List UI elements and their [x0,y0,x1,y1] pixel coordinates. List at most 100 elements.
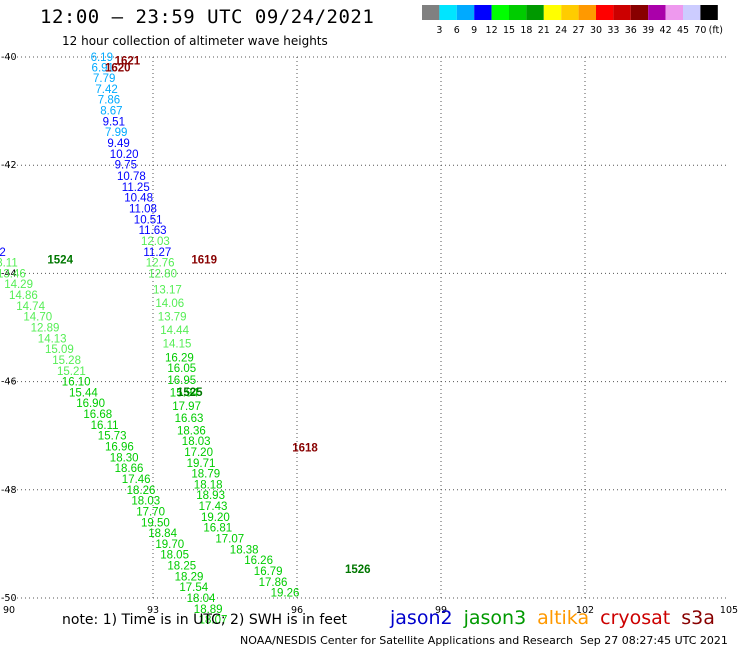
wave-height-value: 15.21 [57,366,86,378]
wave-height-value: 18.26 [127,485,156,497]
scale-unit: (ft) [709,25,723,36]
scale-swatch [422,5,440,20]
y-tick-label: -40 [1,52,17,63]
satellite-legend: jason2 jason3 altika cryosat s3a [390,607,726,629]
scale-swatch [683,5,701,20]
wave-height-value: 18.03 [182,436,211,448]
satellite-legend-item: jason2 [390,607,453,629]
page-title: 12:00 – 23:59 UTC 09/24/2021 [40,6,375,28]
generated-timestamp: Sep 27 08:27:45 UTC 2021 [580,634,728,647]
wave-height-value: 17.46 [122,474,151,486]
wave-height-value: 9.75 [115,160,137,172]
wave-height-value: 18.29 [175,571,204,583]
scale-swatch [456,5,475,20]
wave-height-value: 15.94 [170,387,199,399]
track-label: 1619 [191,254,217,266]
wave-height-value: 17.70 [136,506,165,518]
wave-height-value: 14.70 [23,312,52,324]
wave-height-value: 19.71 [187,458,216,470]
wave-height-value: 17.97 [172,401,201,413]
wave-height-value: 19.20 [201,512,230,524]
wave-height-value: 8.67 [100,106,122,118]
wave-height-value: 11.25 [122,182,150,194]
wave-height-value: 13.11 [0,258,18,270]
track-label: 1618 [292,443,318,455]
scale-label: 15 [503,25,515,36]
scale-label: 18 [520,25,532,36]
x-tick-label: 90 [3,605,15,616]
scale-label: 39 [642,25,654,36]
x-tick-label: 105 [720,605,738,616]
wave-height-value: 18.66 [115,463,144,475]
wave-height-value: 18.84 [148,528,177,540]
wave-height-value: 7.79 [93,73,115,85]
wave-height-value: 13.46 [0,268,26,280]
wave-height-value: 14.13 [38,333,67,345]
wave-height-value: 18.03 [131,496,160,508]
scale-label: 21 [538,25,550,36]
y-tick-label: -50 [1,593,17,604]
satellite-legend-item: jason3 [463,607,527,629]
wave-height-value: 19.50 [141,517,170,529]
wave-height-value: 18.38 [230,544,259,556]
wave-height-value: 19.26 [271,588,300,600]
wave-height-value: 16.81 [203,523,232,535]
scale-swatch [561,5,579,20]
scale-swatch [509,5,527,20]
scale-swatch [613,5,631,20]
scale-label: 27 [573,25,585,36]
wave-height-value: 17.07 [215,533,244,545]
wave-height-value: 18.36 [177,425,206,437]
track-label: 1621 [115,56,141,68]
track-label: 1620 [105,63,131,75]
scale-swatch [491,5,509,20]
scale-label: 45 [677,25,689,36]
scale-label: 24 [555,25,567,36]
wave-height-value: 18.05 [160,550,189,562]
scale-label: 6 [454,25,460,36]
wave-height-value: 14.74 [16,301,45,313]
wave-height-value: 7.86 [98,95,120,107]
wave-height-value: 18.30 [110,452,139,464]
wave-height-value: 14.15 [163,339,192,351]
wave-height-value: 15.28 [52,355,81,367]
wave-height-value: 12.76 [146,258,175,270]
wave-height-value: 18.18 [194,479,223,491]
units-note: note: 1) Time is in UTC; 2) SWH is in fe… [62,612,348,628]
wave-height-value: 17.20 [184,447,213,459]
wave-height-value: 7.42 [95,84,117,96]
scale-label: 30 [590,25,602,36]
wave-height-value: 16.68 [83,409,112,421]
wave-height-value: 13.79 [158,312,187,324]
satellite-legend-item: cryosat [600,607,671,629]
wave-height-value: 10.78 [117,171,146,183]
wave-height-value: 12.80 [148,268,177,280]
x-tick-label: 102 [576,605,594,616]
wave-height-value: 9.49 [107,138,129,150]
wave-height-value: 11.63 [139,225,167,237]
wave-height-value: 10.51 [134,214,163,226]
wave-height-value: 9.51 [103,116,125,128]
track-label: 1526 [345,564,371,576]
wave-height-value: 16.90 [76,398,105,410]
scale-label: 42 [660,25,672,36]
scale-label: 9 [471,25,477,36]
y-tick-label: -42 [1,160,17,171]
scale-label: 33 [607,25,619,36]
wave-height-value: 11.27 [143,247,171,259]
scale-swatch [596,5,614,20]
page-subtitle: 12 hour collection of altimeter wave hei… [62,34,328,48]
wave-height-value: 15.09 [45,344,74,356]
wave-height-value: 19.70 [155,539,184,551]
wave-height-value: 16.96 [105,442,134,454]
scale-label: 36 [625,25,637,36]
wave-height-value: 6.19 [91,52,113,64]
wave-height-value: 15.44 [69,387,98,399]
wave-height-value: 18.07 [199,615,228,627]
wave-height-value: 16.26 [244,555,273,567]
color-scale-legend: 3 6 9 12 15 18 21 24 27 30 33 36 39 42 45 70 (ft) [422,5,723,36]
x-tick-label: 99 [435,605,447,616]
scale-label: 70 [694,25,706,36]
wave-height-value: 18.04 [187,593,216,605]
